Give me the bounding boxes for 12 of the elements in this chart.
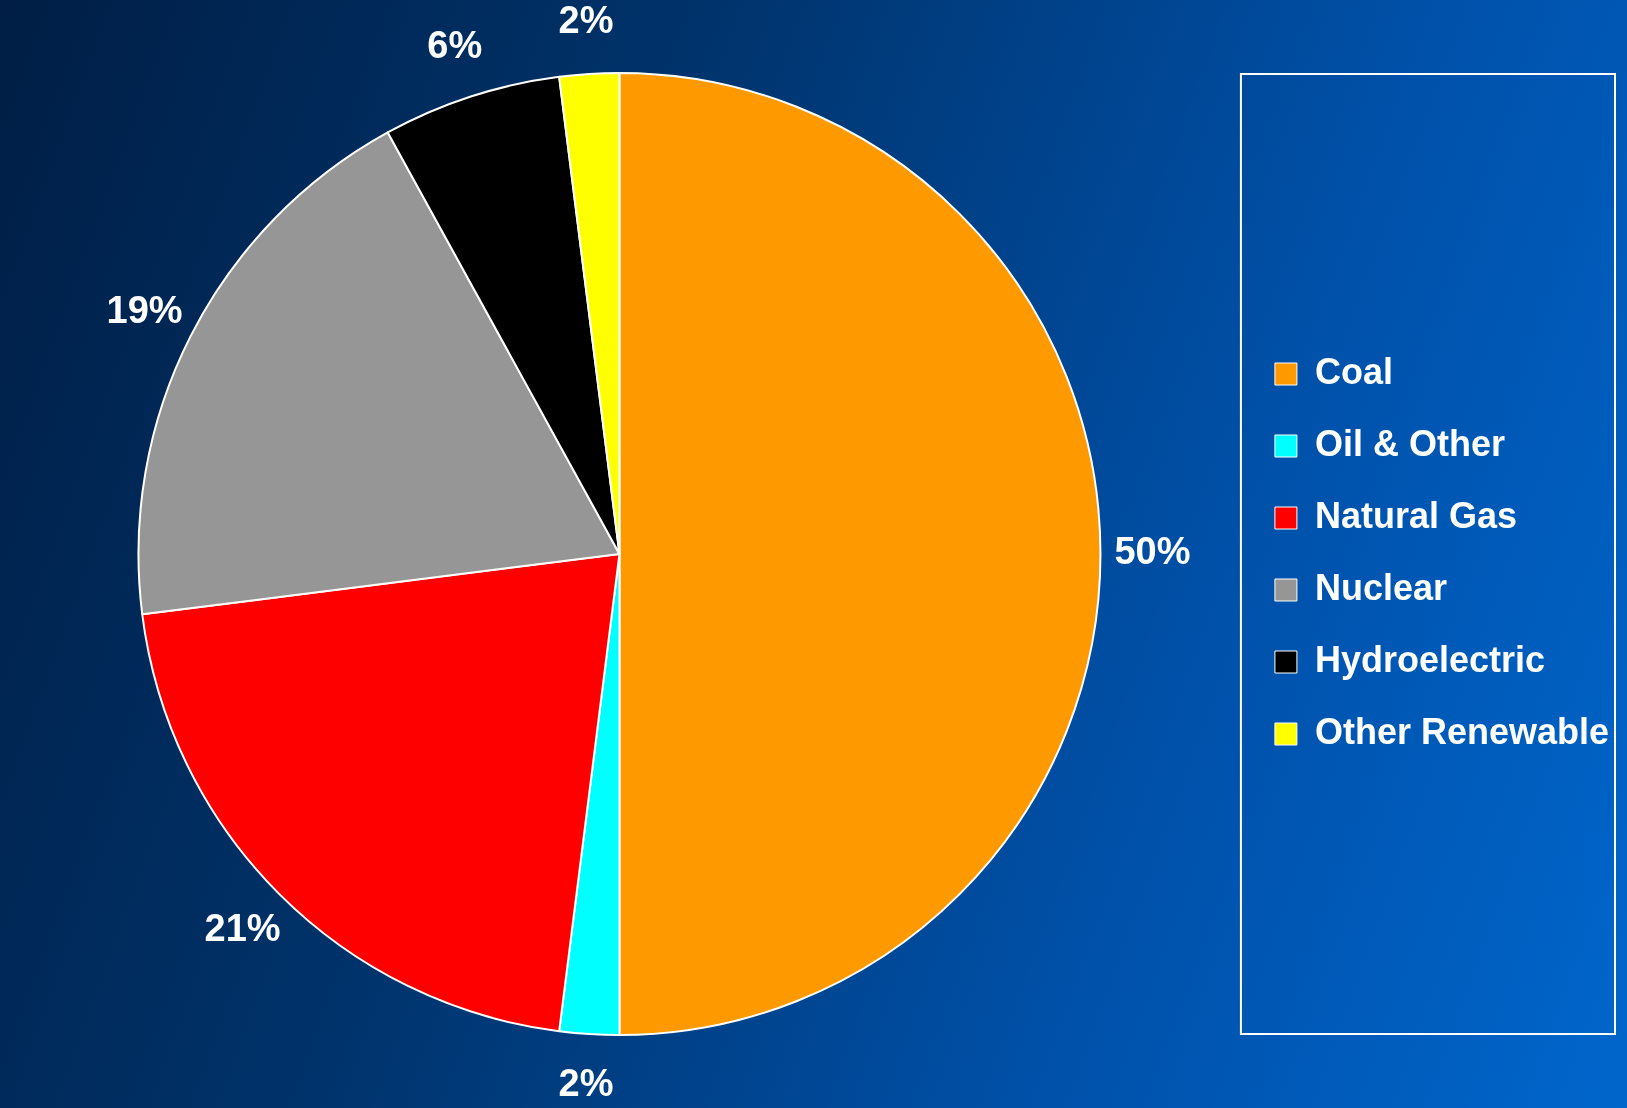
data-label: 19% (106, 288, 183, 331)
data-label: 50% (1114, 530, 1191, 573)
legend-label: Coal (1314, 350, 1393, 392)
data-label: 21% (204, 907, 281, 950)
data-label: 2% (558, 1062, 614, 1105)
legend-label: Hydroelectric (1314, 638, 1546, 680)
legend-label: Oil & Other (1314, 422, 1505, 464)
legend-label: Other Renewable (1314, 710, 1610, 752)
legend-label: Nuclear (1314, 566, 1447, 608)
legend-label: Natural Gas (1314, 494, 1517, 536)
data-label: 6% (427, 23, 483, 66)
data-label: 2% (558, 0, 614, 41)
